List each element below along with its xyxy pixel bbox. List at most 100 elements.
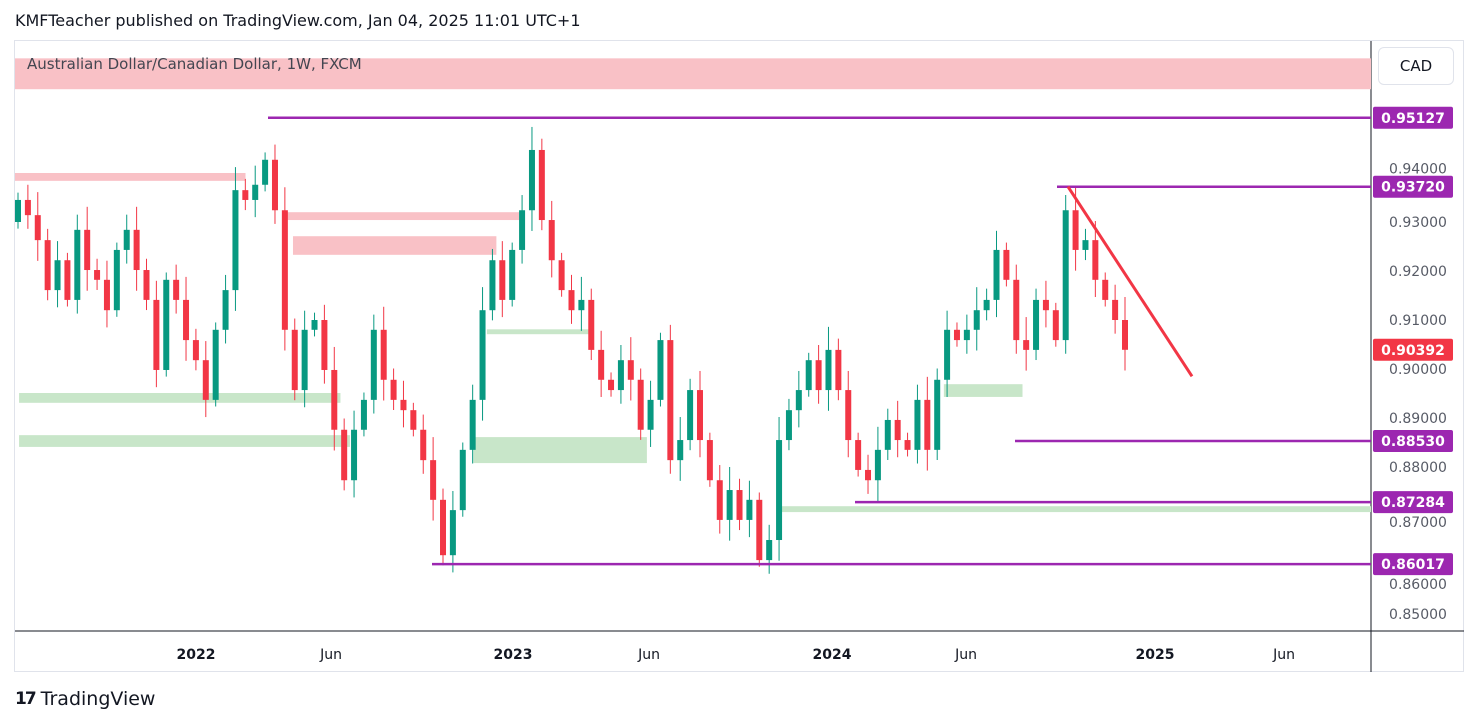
candle [568,274,575,324]
candle [617,344,624,404]
x-tick-label: Jun [954,647,977,663]
candle-body [973,310,980,330]
candle-body [143,270,150,300]
candle-body [558,260,565,291]
x-tick-label: 2024 [813,647,852,663]
candle-body [64,260,71,300]
candle-body [687,390,694,441]
demand-zone [19,435,350,447]
candle [163,272,170,377]
candle-body [94,270,101,280]
candle [766,524,773,574]
candle [449,491,456,573]
candle [756,492,763,567]
candle [113,242,120,317]
candle-body [855,440,862,470]
candle [123,214,130,264]
candle-body [123,229,130,250]
demand-zone [19,393,341,403]
level-price-badge [1373,491,1453,514]
candle-body [1112,299,1119,320]
candle [64,252,71,307]
candle [262,152,269,192]
candle-body [1042,299,1049,311]
candle-body [815,360,822,391]
candle-body [311,320,318,330]
candle-body [588,299,595,350]
candle [1072,187,1079,271]
candle [746,480,753,538]
candle-body [370,329,377,400]
candle-body [163,279,170,370]
candle-body [519,210,526,250]
candle [351,410,358,498]
candle [884,408,891,460]
candle [242,178,249,211]
candle-body [1052,310,1059,341]
candle [904,432,911,457]
candle-body [696,390,703,441]
candle-body [1023,340,1030,350]
candle [469,384,476,464]
x-tick-label: 2025 [1136,647,1175,663]
candle [1042,280,1049,328]
candle [825,326,832,411]
candle [360,392,367,437]
candle-body [963,329,970,341]
candle-body [509,249,516,300]
currency-button[interactable]: CAD [1378,47,1454,85]
candle-body [420,429,427,461]
candle [696,370,703,458]
candle-body [212,329,219,400]
y-tick-label: 0.88000 [1389,460,1447,476]
candle-body [54,260,61,291]
demand-zone [486,329,592,335]
candle [84,206,91,291]
candle [528,126,535,231]
candle [54,241,61,308]
candle-body [805,360,812,391]
candle-body [1003,249,1010,280]
candle-body [716,480,723,520]
candle-body [113,249,120,311]
candle [94,258,101,290]
candle [973,287,980,351]
candle-body [24,199,31,216]
candle [538,138,545,231]
candle-body [34,215,41,241]
candle [1003,242,1010,287]
candle [865,454,872,494]
candle-body [1122,320,1128,350]
candle-body [183,299,190,341]
x-tick-label: 2023 [494,647,533,663]
tradingview-logo[interactable]: 17 TradingView [15,688,155,710]
candle-body [993,249,1000,300]
demand-zone [473,437,647,464]
supply-zone [286,212,524,221]
candle [311,312,318,337]
candle [944,310,951,397]
demand-zone [781,506,1371,513]
candle [380,306,387,401]
candle-body [479,310,486,400]
candle-body [825,349,832,391]
candle [44,228,51,301]
candle [627,337,634,401]
candle [993,230,1000,318]
candle-body [617,360,624,391]
candle-body [865,469,872,481]
candle [736,478,743,531]
demand-zone [943,384,1023,397]
candle [1092,221,1099,298]
trend-line [1066,185,1194,378]
candle [588,288,595,361]
candle-body [528,149,535,211]
candle [1013,264,1020,354]
candle-body [499,260,506,300]
candle-body [192,340,199,361]
candle [874,426,881,501]
candle-body [914,399,921,450]
y-tick-label: 0.87000 [1389,515,1447,531]
y-tick-label: 0.85000 [1389,607,1447,623]
